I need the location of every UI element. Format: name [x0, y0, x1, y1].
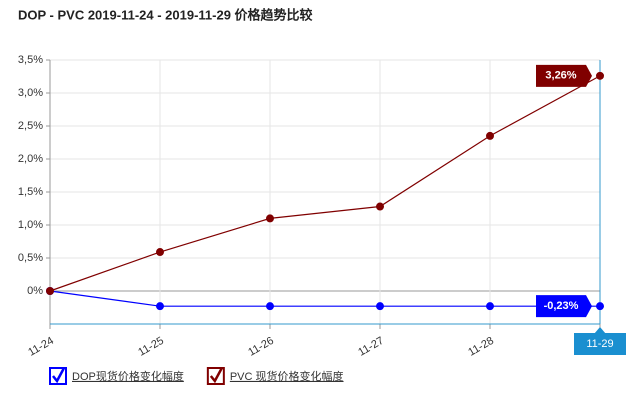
y-tick-label: 2,5% — [18, 120, 43, 132]
data-point — [266, 214, 274, 223]
data-point — [486, 131, 494, 140]
data-point — [156, 248, 164, 257]
data-point — [376, 302, 384, 311]
y-tick-label: 0,5% — [18, 252, 43, 264]
x-tick-label: 11-26 — [246, 335, 276, 359]
legend-check — [52, 367, 66, 384]
x-tick-label: 11-27 — [356, 335, 386, 359]
x-tick-label: 11-28 — [466, 335, 496, 359]
legend-item: DOP现货价格变化幅度 — [49, 367, 184, 385]
x-tick-label: 11-25 — [136, 335, 166, 359]
data-point — [46, 287, 54, 295]
value-label-box — [536, 64, 592, 87]
legend-check — [209, 367, 223, 384]
data-point — [376, 202, 384, 211]
x-tooltip-box — [574, 333, 626, 355]
data-point — [156, 302, 164, 311]
y-tick-label: 3,5% — [18, 54, 43, 66]
data-point — [596, 302, 604, 311]
legend-label: PVC 现货价格变化幅度 — [230, 369, 344, 383]
value-label: -0,23% — [544, 300, 579, 312]
data-point — [596, 71, 604, 80]
value-label-box — [536, 295, 592, 318]
series-line — [49, 290, 600, 307]
series-line — [49, 75, 601, 292]
chart-title: DOP - PVC 2019-11-24 - 2019-11-29 价格趋势比较 — [18, 7, 313, 22]
x-tooltip-pointer — [594, 327, 606, 334]
value-label: 3,26% — [545, 70, 576, 82]
legend-item: PVC 现货价格变化幅度 — [206, 367, 344, 385]
y-tick-label: 2,0% — [18, 153, 43, 165]
y-tick-label: 1,5% — [18, 186, 43, 198]
x-tick-label: 11-29 — [586, 338, 613, 350]
legend-label: DOP现货价格变化幅度 — [72, 369, 184, 383]
y-tick-label: 0% — [27, 285, 43, 297]
x-tick-label: 11-24 — [26, 335, 56, 359]
y-tick-label: 1,0% — [18, 219, 43, 231]
y-tick-label: 3,0% — [18, 87, 43, 99]
data-point — [266, 302, 274, 311]
data-point — [486, 302, 494, 311]
